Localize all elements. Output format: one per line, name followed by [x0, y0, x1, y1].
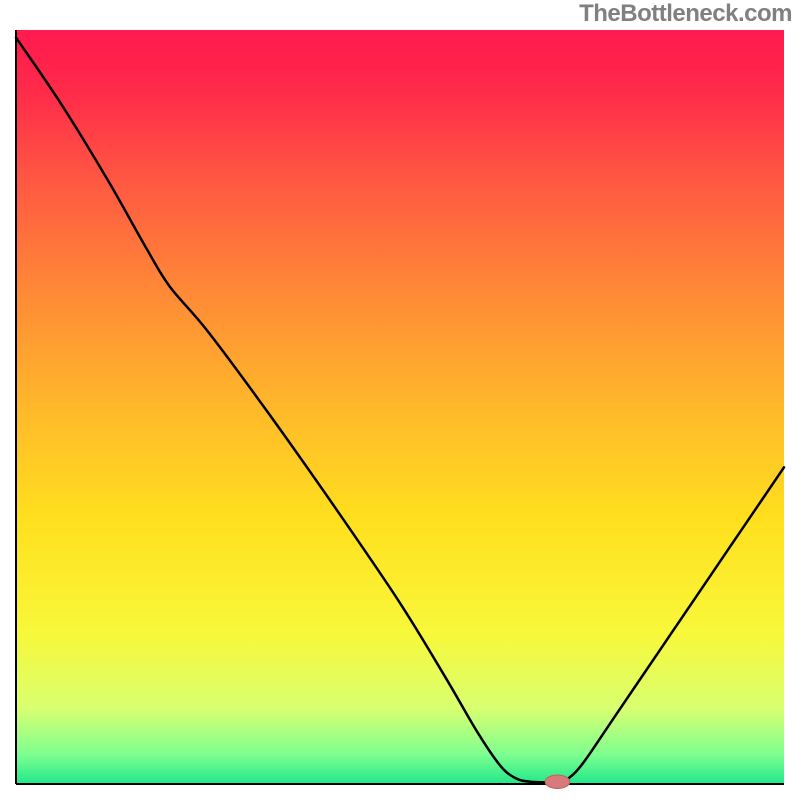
optimal-marker: [545, 775, 570, 789]
plot-background: [16, 30, 784, 784]
chart-container: TheBottleneck.com: [0, 0, 800, 800]
bottleneck-chart: [0, 0, 800, 800]
watermark-text: TheBottleneck.com: [579, 0, 792, 28]
